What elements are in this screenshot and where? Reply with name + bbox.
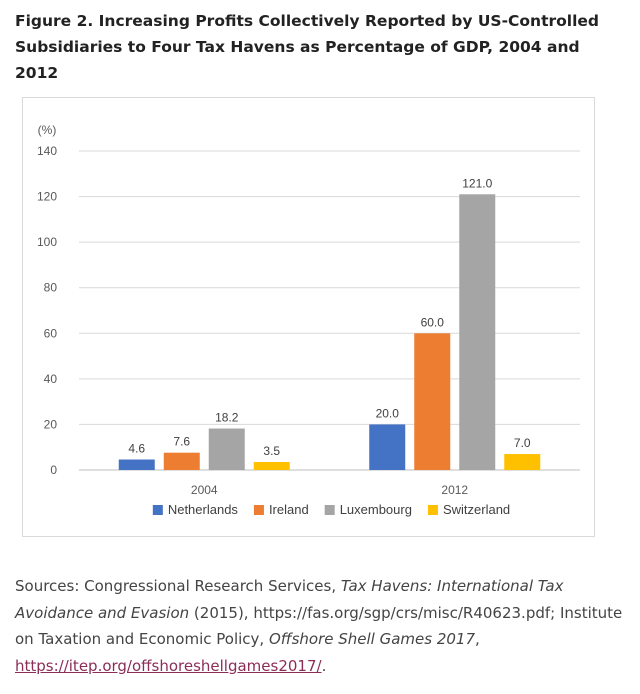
figure-title: Figure 2. Increasing Profits Collectivel… [15, 8, 625, 86]
figure-title-line2: Subsidiaries to Four Tax Havens as Perce… [15, 38, 580, 82]
bar-switzerland-2012 [504, 454, 541, 470]
data-label: 3.5 [263, 444, 280, 458]
x-tick-label: 2004 [191, 483, 218, 497]
sources-mid2: , [475, 630, 480, 648]
bar-ireland-2004 [163, 452, 200, 470]
legend-swatch-ireland [253, 505, 264, 515]
sources-prefix: Sources: Congressional Research Services… [15, 577, 341, 595]
sources-mid1: (2015), https://fas.org/sgp/crs/misc/R40… [15, 603, 623, 649]
bar-luxembourg-2004 [208, 428, 245, 470]
legend-label-ireland: Ireland [269, 502, 309, 517]
sources-suffix: . [321, 656, 327, 675]
figure-title-line1: Figure 2. Increasing Profits Collectivel… [15, 12, 600, 30]
y-axis-label: (%) [38, 123, 57, 137]
bar-chart: 0 20 40 60 80 100 120 140 (%) 4.6 7.6 18.2 3.5 2004 20… [37, 123, 580, 517]
legend-swatch-switzerland [427, 505, 438, 515]
data-label: 4.6 [128, 442, 145, 456]
sources-link[interactable]: https://itep.org/offshoreshellgames2017/ [15, 656, 322, 675]
bar-netherlands-2012 [369, 424, 406, 470]
legend-label-switzerland: Switzerland [443, 502, 510, 517]
bar-luxembourg-2012 [459, 194, 496, 470]
legend-label-luxembourg: Luxembourg [340, 502, 412, 517]
y-tick-label: 120 [37, 190, 57, 204]
y-tick-label: 60 [44, 326, 58, 340]
legend-swatch-netherlands [152, 505, 163, 515]
y-tick-label: 140 [37, 144, 57, 158]
data-label: 121.0 [462, 176, 492, 190]
data-label: 7.6 [173, 435, 190, 449]
x-tick-label: 2012 [441, 483, 468, 497]
y-tick-label: 100 [37, 235, 57, 249]
legend-swatch-luxembourg [324, 505, 335, 515]
data-label: 20.0 [376, 406, 400, 420]
data-label: 18.2 [215, 411, 239, 425]
y-tick-label: 0 [50, 463, 57, 477]
data-label: 7.0 [514, 436, 531, 450]
y-tick-label: 20 [44, 417, 58, 431]
sources-title2: Offshore Shell Games 2017 [268, 630, 476, 648]
chart-frame: 0 20 40 60 80 100 120 140 (%) 4.6 7.6 18.2 3.5 2004 20… [22, 97, 595, 537]
legend-label-netherlands: Netherlands [168, 502, 239, 517]
bar-netherlands-2004 [118, 459, 155, 470]
data-label: 60.0 [421, 315, 445, 329]
bar-switzerland-2004 [253, 462, 290, 470]
y-tick-label: 40 [44, 372, 58, 386]
y-tick-label: 80 [44, 281, 58, 295]
sources-note: Sources: Congressional Research Services… [15, 573, 630, 679]
bar-ireland-2012 [414, 333, 451, 470]
sources-title1: Tax Havens: International Tax Avoidance … [15, 577, 564, 622]
